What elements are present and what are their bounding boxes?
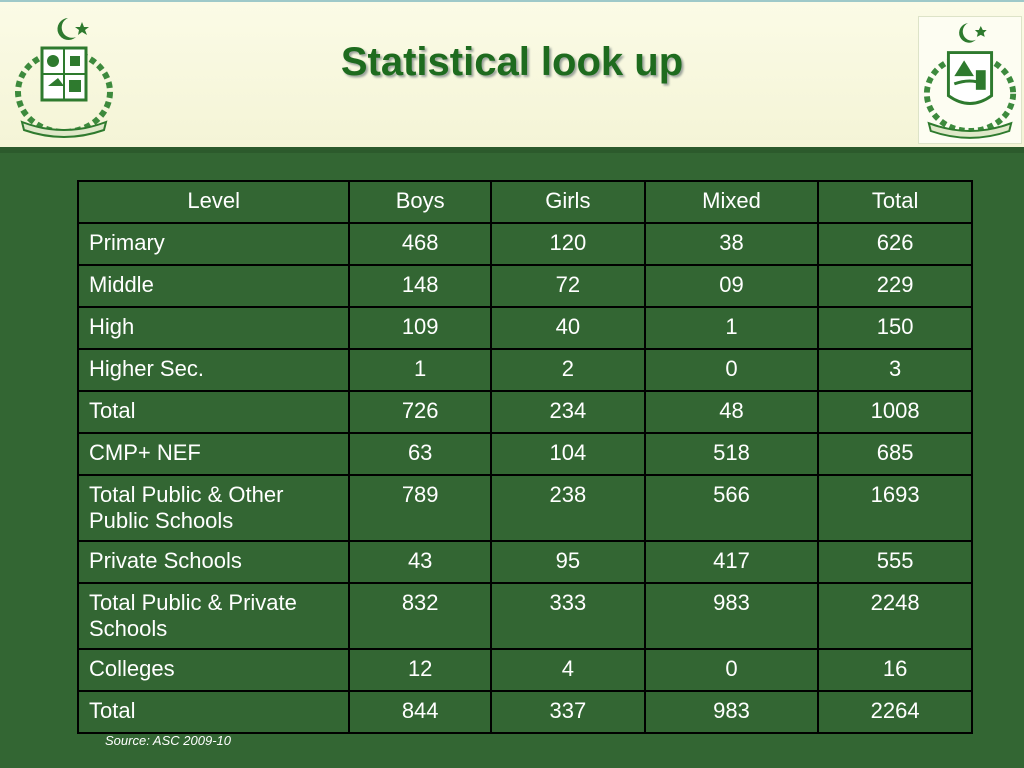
column-header: Mixed (643, 180, 820, 224)
level-cell: CMP+ NEF (76, 432, 351, 476)
girls-cell: 120 (490, 222, 646, 266)
girls-cell: 2 (490, 348, 646, 392)
total-cell: 2248 (817, 582, 973, 650)
mixed-cell: 48 (643, 390, 820, 434)
table-row: Total Public & Private Schools 832 333 9… (76, 582, 973, 650)
boys-cell: 148 (348, 264, 493, 308)
table-row: Higher Sec. 1 2 0 3 (76, 348, 973, 392)
column-header: Total (817, 180, 973, 224)
level-cell: Middle (76, 264, 351, 308)
boys-cell: 12 (348, 648, 493, 692)
girls-cell: 40 (490, 306, 646, 350)
total-cell: 1008 (817, 390, 973, 434)
girls-cell: 95 (490, 540, 646, 584)
table-row: High 109 40 1 150 (76, 306, 973, 350)
girls-cell: 104 (490, 432, 646, 476)
boys-cell: 43 (348, 540, 493, 584)
boys-cell: 844 (348, 690, 493, 734)
header-divider (0, 147, 1024, 153)
statistics-table: Level Boys Girls Mixed Total Primary 468… (76, 180, 973, 734)
total-cell: 3 (817, 348, 973, 392)
mixed-cell: 566 (643, 474, 820, 542)
girls-cell: 72 (490, 264, 646, 308)
total-cell: 1693 (817, 474, 973, 542)
column-header: Boys (348, 180, 493, 224)
source-note: Source: ASC 2009-10 (105, 733, 231, 748)
state-emblem-icon (15, 18, 113, 138)
mixed-cell: 983 (643, 582, 820, 650)
total-cell: 2264 (817, 690, 973, 734)
mixed-cell: 983 (643, 690, 820, 734)
boys-cell: 109 (348, 306, 493, 350)
boys-cell: 726 (348, 390, 493, 434)
boys-cell: 832 (348, 582, 493, 650)
total-cell: 626 (817, 222, 973, 266)
girls-cell: 234 (490, 390, 646, 434)
level-cell: Higher Sec. (76, 348, 351, 392)
slide-header (0, 0, 1024, 150)
level-cell: Colleges (76, 648, 351, 692)
table-header-row: Level Boys Girls Mixed Total (76, 180, 973, 224)
table-row: CMP+ NEF 63 104 518 685 (76, 432, 973, 476)
state-emblem-icon (918, 16, 1022, 144)
column-header: Level (76, 180, 351, 224)
mixed-cell: 417 (643, 540, 820, 584)
girls-cell: 238 (490, 474, 646, 542)
level-cell: Total (76, 390, 351, 434)
mixed-cell: 518 (643, 432, 820, 476)
total-cell: 150 (817, 306, 973, 350)
page-title: Statistical look up (340, 40, 684, 84)
level-cell: Total Public & Private Schools (76, 582, 351, 650)
boys-cell: 468 (348, 222, 493, 266)
level-cell: High (76, 306, 351, 350)
level-cell: Private Schools (76, 540, 351, 584)
table-row: Primary 468 120 38 626 (76, 222, 973, 266)
total-cell: 685 (817, 432, 973, 476)
total-cell: 229 (817, 264, 973, 308)
girls-cell: 333 (490, 582, 646, 650)
table-row: Colleges 12 4 0 16 (76, 648, 973, 692)
mixed-cell: 09 (643, 264, 820, 308)
table-row: Total Public & Other Public Schools 789 … (76, 474, 973, 542)
level-cell: Primary (76, 222, 351, 266)
total-cell: 555 (817, 540, 973, 584)
boys-cell: 789 (348, 474, 493, 542)
table-row: Total 726 234 48 1008 (76, 390, 973, 434)
mixed-cell: 0 (643, 648, 820, 692)
level-cell: Total Public & Other Public Schools (76, 474, 351, 542)
mixed-cell: 38 (643, 222, 820, 266)
column-header: Girls (490, 180, 646, 224)
boys-cell: 63 (348, 432, 493, 476)
boys-cell: 1 (348, 348, 493, 392)
table-row: Middle 148 72 09 229 (76, 264, 973, 308)
table-row: Private Schools 43 95 417 555 (76, 540, 973, 584)
girls-cell: 4 (490, 648, 646, 692)
mixed-cell: 1 (643, 306, 820, 350)
girls-cell: 337 (490, 690, 646, 734)
mixed-cell: 0 (643, 348, 820, 392)
level-cell: Total (76, 690, 351, 734)
total-cell: 16 (817, 648, 973, 692)
table-row: Total 844 337 983 2264 (76, 690, 973, 734)
